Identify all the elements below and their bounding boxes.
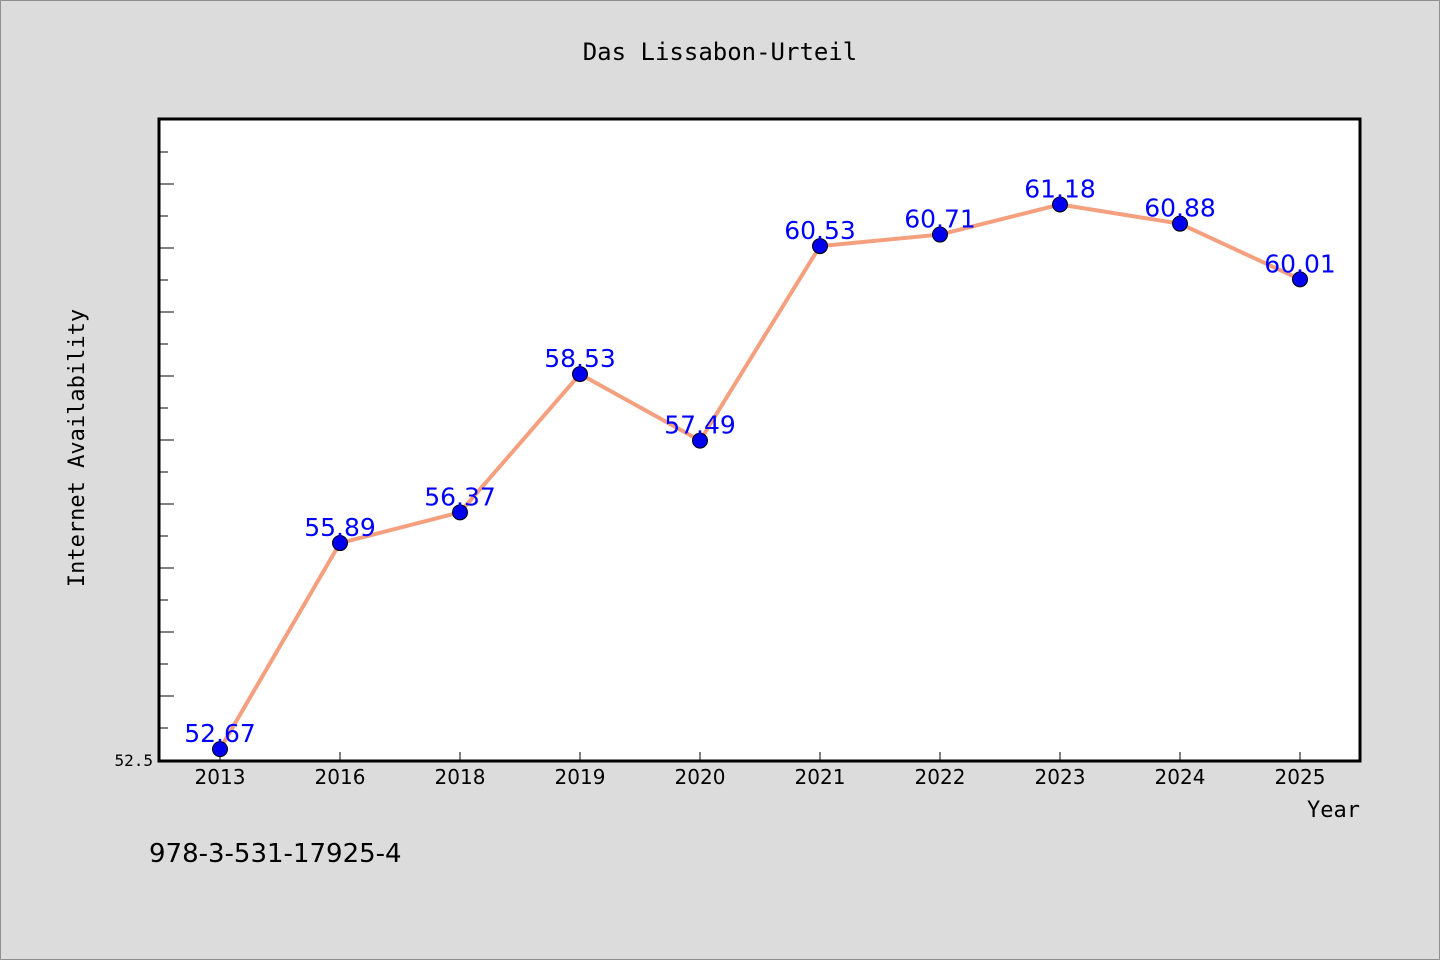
data-label: 55.89 — [304, 513, 376, 542]
data-point — [452, 504, 468, 521]
x-axis-ticks: 2013 2016 2018 2019 2020 2021 2022 2023 2024 2025 — [195, 752, 1326, 789]
chart-title: Das Lissabon-Urteil — [583, 38, 858, 66]
x-tick-label: 2023 — [1035, 765, 1086, 789]
x-tick-label: 2020 — [675, 765, 726, 789]
data-point — [212, 741, 228, 758]
series-line — [218, 202, 1302, 752]
x-tick-label: 2024 — [1155, 765, 1206, 789]
series-layer — [218, 202, 1302, 752]
data-point — [692, 432, 708, 449]
data-label: 58.53 — [544, 344, 616, 373]
x-tick-label: 2013 — [195, 765, 246, 789]
y-tick-label: 52.5 — [114, 751, 153, 770]
data-point — [932, 226, 948, 243]
data-label: 57.49 — [664, 411, 736, 440]
data-label: 60.71 — [904, 205, 976, 234]
data-point — [332, 535, 348, 552]
data-point — [572, 366, 588, 383]
plot-area — [157, 117, 1362, 763]
data-label: 56.37 — [424, 482, 496, 511]
data-label: 61.18 — [1024, 174, 1096, 203]
data-label: 60.01 — [1264, 249, 1336, 278]
x-tick-label: 2019 — [555, 765, 606, 789]
data-point — [812, 238, 828, 255]
isbn-text: 978-3-531-17925-4 — [149, 839, 402, 869]
data-label: 60.53 — [784, 216, 856, 245]
y-axis-label: Internet Availability — [65, 309, 90, 587]
data-label: 52.67 — [184, 719, 256, 748]
x-tick-label: 2018 — [435, 765, 486, 789]
x-tick-label: 2016 — [315, 765, 366, 789]
x-tick-label: 2021 — [795, 765, 846, 789]
data-label-layer: 52.67 55.89 56.37 58.53 57.49 60.53 60.71 61.18… — [184, 174, 1336, 748]
data-point — [1292, 271, 1308, 288]
marker-layer — [212, 196, 1308, 758]
data-point — [1172, 215, 1188, 232]
data-point — [1052, 196, 1068, 213]
y-axis-ticks — [160, 151, 174, 729]
x-tick-label: 2022 — [915, 765, 966, 789]
data-label: 60.88 — [1144, 194, 1216, 223]
x-axis-label: Year — [1307, 798, 1360, 823]
x-tick-label: 2025 — [1275, 765, 1326, 789]
